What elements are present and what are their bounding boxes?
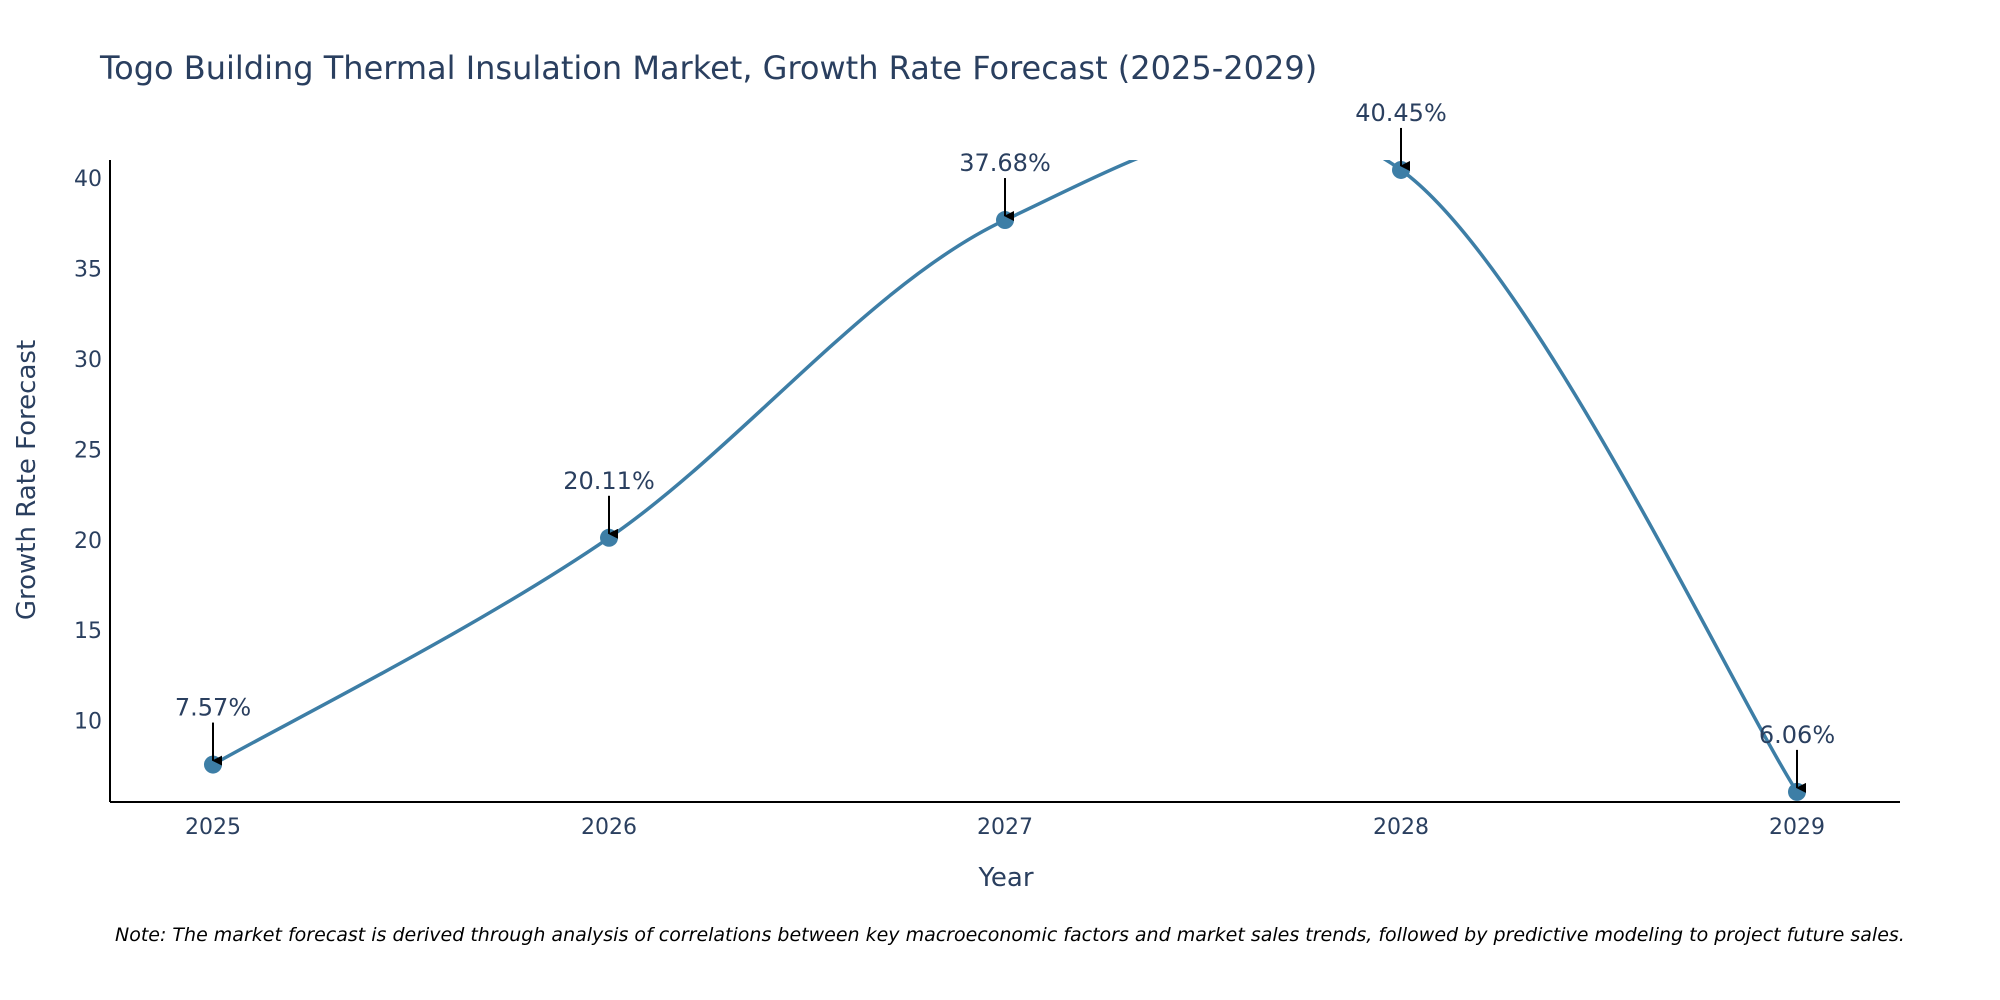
y-tick-label: 40 — [74, 167, 102, 192]
data-annotations: 7.57% 20.11% 37.68% 40.45% 6.06% — [175, 99, 1835, 793]
data-markers — [204, 160, 1806, 801]
data-label: 20.11% — [563, 467, 655, 495]
series-line — [212, 160, 1799, 793]
x-tick-label: 2026 — [581, 815, 637, 840]
x-tick-labels: 2025 2026 2027 2028 2029 — [185, 815, 1825, 840]
x-axis-title: Year — [977, 863, 1033, 893]
y-tick-label: 30 — [74, 348, 102, 373]
x-tick-label: 2025 — [185, 815, 241, 840]
y-tick-label: 25 — [74, 438, 102, 463]
y-tick-label: 35 — [74, 258, 102, 283]
data-label: 6.06% — [1759, 721, 1835, 749]
data-label: 37.68% — [959, 149, 1051, 177]
y-tick-label: 15 — [74, 619, 102, 644]
x-tick-label: 2029 — [1769, 815, 1825, 840]
footnote: Note: The market forecast is derived thr… — [115, 924, 1905, 946]
data-label: 40.45% — [1355, 99, 1447, 127]
data-label: 7.57% — [175, 694, 251, 722]
y-tick-label: 10 — [74, 710, 102, 735]
y-axis-title: Growth Rate Forecast — [12, 340, 42, 620]
x-tick-label: 2028 — [1373, 815, 1429, 840]
x-tick-label: 2027 — [977, 815, 1033, 840]
y-tick-labels: 10 15 20 25 30 35 40 — [74, 167, 102, 735]
chart-title: Togo Building Thermal Insulation Market,… — [99, 49, 1317, 87]
y-tick-label: 20 — [74, 529, 102, 554]
